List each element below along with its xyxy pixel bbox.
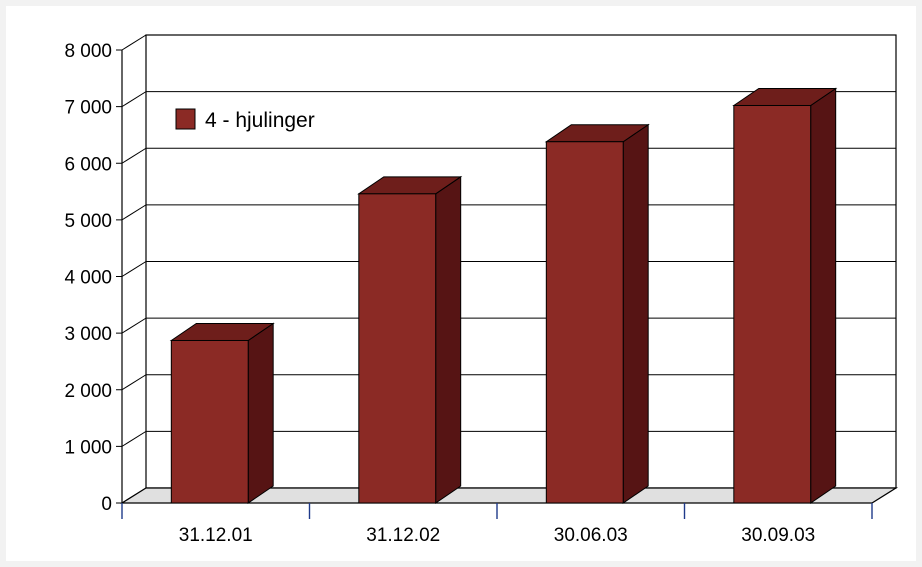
x-tick-label: 30.09.03 — [741, 525, 815, 546]
side-wall-line — [121, 261, 147, 277]
y-tick-label: 5 000 — [64, 211, 112, 232]
y-tick-label: 8 000 — [64, 41, 112, 62]
side-wall-line — [121, 430, 147, 447]
y-tick-label: 1 000 — [64, 437, 112, 458]
side-wall-line — [121, 91, 147, 108]
bar — [733, 104, 812, 504]
bar — [358, 193, 437, 504]
y-tick-label: 3 000 — [64, 324, 112, 345]
bar — [170, 339, 249, 504]
y-tick-label: 0 — [101, 494, 112, 515]
side-wall-line — [121, 374, 147, 391]
y-tick-label: 7 000 — [64, 98, 112, 119]
legend-label: 4 - hjulinger — [205, 109, 315, 132]
y-tick-label: 4 000 — [64, 268, 112, 289]
side-wall-line — [121, 204, 147, 221]
bar-side — [622, 123, 649, 504]
y-tick-label: 6 000 — [64, 154, 112, 175]
legend-swatch — [175, 108, 196, 130]
bar-side — [435, 175, 462, 504]
bar — [545, 141, 624, 504]
side-wall-line — [121, 34, 147, 51]
bar-side — [810, 87, 837, 504]
x-tick-label: 31.12.02 — [366, 525, 440, 546]
x-tick-label: 31.12.01 — [179, 525, 253, 546]
y-tick-label: 2 000 — [64, 381, 112, 402]
side-wall-line — [121, 317, 147, 334]
bar-side — [247, 322, 274, 504]
x-tick-label: 30.06.03 — [554, 525, 628, 546]
side-wall-line — [121, 147, 147, 164]
